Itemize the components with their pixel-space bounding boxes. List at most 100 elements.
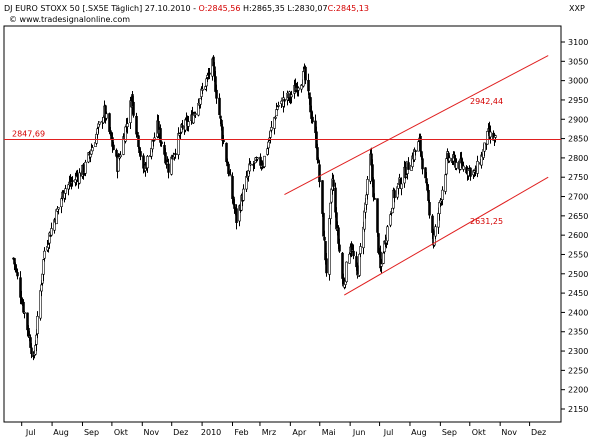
candle-body	[91, 147, 94, 152]
x-tick-label: Feb	[234, 428, 248, 437]
candle-body	[225, 142, 228, 163]
y-tick-label: 2300	[568, 347, 588, 356]
candle-body	[212, 56, 215, 67]
candle-body	[119, 154, 122, 158]
x-tick-label: Mrz	[262, 428, 276, 437]
candle-body	[179, 132, 182, 135]
annotations: 2847,69 2942,44 2631,25	[4, 55, 561, 296]
y-tick-label: 2250	[568, 366, 588, 375]
candle-body	[187, 121, 190, 127]
candle-body	[489, 131, 492, 138]
candle-body	[256, 157, 259, 160]
candle-body	[366, 179, 369, 195]
candle-body	[337, 227, 340, 244]
candle-body	[283, 99, 286, 102]
candle-body	[137, 135, 140, 147]
candle-body	[373, 197, 376, 200]
candle-body	[238, 205, 241, 222]
candle-body	[263, 155, 266, 167]
candle-body	[376, 198, 379, 233]
candle-body	[194, 113, 197, 115]
candle-body	[476, 161, 479, 174]
candle-body	[307, 79, 310, 92]
y-tick-label: 2150	[568, 405, 588, 414]
x-tick-label: Okt	[114, 428, 128, 437]
candle-body	[199, 98, 202, 105]
candle-body	[30, 347, 33, 354]
upper-channel-line	[284, 55, 549, 196]
candle-body	[13, 258, 16, 265]
candle-body	[358, 253, 361, 276]
candle-body	[393, 190, 396, 199]
candle-body	[136, 132, 139, 135]
candle-body	[348, 253, 351, 264]
x-tick-label: Mai	[322, 428, 336, 437]
candle-body	[48, 232, 51, 244]
horizontal-level-label: 2847,69	[12, 129, 45, 138]
candle-body	[177, 133, 180, 156]
candle-body	[222, 140, 225, 143]
candle-body	[275, 109, 278, 117]
x-tick-label: Aug	[53, 428, 69, 437]
candle-body	[57, 207, 60, 210]
candle-body	[23, 312, 26, 314]
candle-body	[311, 116, 314, 123]
candle-body	[215, 89, 218, 99]
candle-body	[407, 162, 410, 170]
candle-body	[267, 141, 270, 149]
candle-body	[126, 123, 129, 128]
open-value: O:2845,56	[198, 4, 241, 13]
y-tick-label: 2200	[568, 386, 588, 395]
candle-body	[218, 97, 221, 116]
candle-body	[448, 157, 451, 162]
y-axis-label: XXP	[569, 4, 585, 13]
candle-body	[389, 214, 392, 226]
candle-body	[304, 66, 307, 81]
candle-body	[462, 165, 465, 170]
candle-body	[445, 158, 448, 175]
candle-body	[359, 246, 362, 254]
candle-body	[323, 236, 326, 241]
candle-body	[269, 130, 272, 138]
close-value: C:2845,13	[327, 4, 369, 13]
candle-body	[297, 87, 300, 91]
candle-body	[444, 174, 447, 192]
candle-body	[386, 226, 389, 242]
candle-body	[98, 121, 101, 125]
candle-body	[325, 258, 328, 274]
candle-body	[322, 212, 325, 237]
y-tick-label: 3100	[568, 38, 588, 47]
x-tick-label: Dez	[173, 428, 188, 437]
candle-body	[345, 261, 348, 283]
candle-body	[42, 259, 45, 275]
candle-body	[414, 150, 417, 152]
candle-body	[427, 189, 430, 201]
candle-body	[274, 117, 277, 119]
candle-body	[352, 250, 355, 257]
y-tick-label: 2950	[568, 96, 588, 105]
candle-body	[425, 178, 428, 184]
candle-body	[132, 101, 135, 116]
candles	[12, 55, 497, 361]
y-tick-label: 2850	[568, 135, 588, 144]
x-tick-label: Apr	[292, 428, 307, 437]
y-tick-label: 2750	[568, 173, 588, 182]
candle-body	[170, 156, 173, 175]
candle-body	[318, 164, 321, 183]
candle-body	[60, 198, 63, 208]
y-tick-label: 2700	[568, 193, 588, 202]
candle-body	[160, 141, 163, 145]
copyright-text: © www.tradesignalonline.com	[9, 15, 131, 24]
x-tick-label: Sep	[84, 428, 99, 437]
candle-body	[167, 163, 170, 173]
candle-body	[419, 135, 422, 152]
candle-body	[29, 337, 32, 348]
candle-body	[139, 151, 142, 157]
candle-body	[380, 263, 383, 267]
chart-header: DJ EURO STOXX 50 [.SX5E Täglich] 27.10.2…	[4, 4, 369, 14]
y-tick-label: 3050	[568, 57, 588, 66]
candle-body	[220, 119, 223, 127]
candle-body	[84, 161, 87, 174]
candle-body	[400, 183, 403, 189]
